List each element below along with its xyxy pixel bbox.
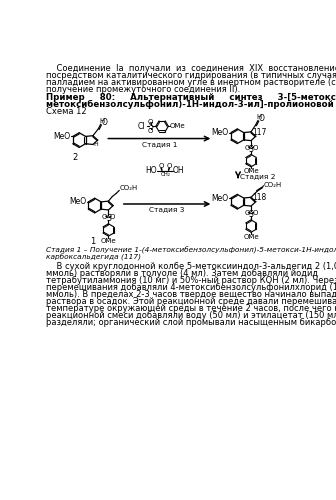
Text: O: O	[148, 128, 153, 134]
Text: 117: 117	[252, 128, 266, 137]
Text: палладием на активированном угле в инертном растворителе (см. выше: палладием на активированном угле в инерт…	[46, 78, 336, 86]
Text: MeO: MeO	[211, 128, 228, 137]
Text: метоксибензолсульфонил)-1Н-индол-3-ил]-пролионовой кислоты 1: метоксибензолсульфонил)-1Н-индол-3-ил]-п…	[46, 100, 336, 109]
Text: разделяли; органический слой промывали насыщенным бикарбонатом (3 × 75: разделяли; органический слой промывали н…	[46, 318, 336, 326]
Text: MeO: MeO	[69, 198, 86, 206]
Text: 2: 2	[73, 153, 78, 162]
Text: В сухой круглодонной колбе 5-метоксииндол-3-альдегид 2 (1,0 г, 5,7: В сухой круглодонной колбе 5-метоксииндо…	[46, 262, 336, 271]
Text: S: S	[249, 144, 253, 154]
Text: 1: 1	[90, 237, 95, 246]
Text: Пример     80:     Альтернативный     синтез     3-[5-метокси-1-(4-: Пример 80: Альтернативный синтез 3-[5-ме…	[46, 93, 336, 102]
Text: O: O	[148, 118, 153, 124]
Text: карбоксальдегида (117): карбоксальдегида (117)	[46, 254, 141, 261]
Text: раствора в осадок. Этой реакционной среде давали перемешиваться при: раствора в осадок. Этой реакционной сред…	[46, 297, 336, 306]
Text: S: S	[249, 210, 253, 219]
Text: MeO: MeO	[53, 132, 71, 141]
Text: HO: HO	[145, 166, 157, 175]
Text: OH: OH	[173, 166, 184, 175]
Text: H: H	[256, 114, 262, 120]
Text: OMe: OMe	[170, 123, 185, 129]
Text: Стадия 1: Стадия 1	[141, 141, 177, 147]
Text: CO₂H: CO₂H	[120, 185, 138, 191]
Text: Cl: Cl	[137, 122, 145, 130]
Text: O: O	[259, 114, 265, 124]
Text: получение промежуточного соединения II).: получение промежуточного соединения II).	[46, 84, 240, 94]
Text: OMe: OMe	[243, 234, 259, 240]
Text: тетрабутиламмония (10 мг) и 50%-ный раствор КОН (2 мл). Через около 5 минут: тетрабутиламмония (10 мг) и 50%-ный раст…	[46, 276, 336, 285]
Text: перемешивания добавляли 4-метоксибензолсульфонилхлорид (1,7 грамм, 8,2: перемешивания добавляли 4-метоксибензолс…	[46, 283, 336, 292]
Text: O: O	[102, 214, 107, 220]
Text: O: O	[110, 214, 115, 220]
Text: ммоль) растворяли в толуоле (4 мл). Затем добавляли йодид: ммоль) растворяли в толуоле (4 мл). Зате…	[46, 269, 318, 278]
Text: O: O	[245, 144, 250, 150]
Text: посредством каталитического гидрирования (в типичных случаях, с 10%-ным: посредством каталитического гидрирования…	[46, 71, 336, 80]
Text: S: S	[148, 122, 153, 130]
Text: S: S	[106, 214, 111, 223]
Text: H: H	[99, 118, 104, 124]
Text: O: O	[101, 118, 107, 127]
Text: MeO: MeO	[211, 194, 228, 202]
Text: Схема 12: Схема 12	[46, 107, 86, 116]
Text: Стадия 3: Стадия 3	[150, 206, 185, 212]
Text: Стадия 1 – Получение 1-(4-метоксибензолсульфонил)-5-метокси-1Н-индол-3-: Стадия 1 – Получение 1-(4-метоксибензолс…	[46, 246, 336, 254]
Text: O: O	[245, 210, 250, 216]
Text: Соединение  Ia  получали  из  соединения  XIX  восстановлением: Соединение Ia получали из соединения XIX…	[46, 64, 336, 73]
Text: O: O	[159, 164, 164, 170]
Text: OMe: OMe	[100, 238, 116, 244]
Text: H: H	[94, 142, 98, 147]
Text: OMe: OMe	[243, 168, 259, 174]
Text: 118: 118	[252, 194, 266, 202]
Text: CH₂: CH₂	[161, 172, 171, 177]
Text: O: O	[252, 144, 258, 150]
Text: O: O	[252, 210, 258, 216]
Text: реакционной смеси добавляли воду (50 мл) и этилацетат (150 мл). Слои: реакционной смеси добавляли воду (50 мл)…	[46, 310, 336, 320]
Text: CO₂H: CO₂H	[263, 182, 282, 188]
Text: Стадия 2: Стадия 2	[240, 174, 276, 180]
Text: температуре окружающей среды в течение 2 часов, после чего к этой: температуре окружающей среды в течение 2…	[46, 304, 336, 312]
Text: O: O	[166, 164, 172, 170]
Text: ммоль). В пределах 2-3 часов твердое вещество начинало выпадать из: ммоль). В пределах 2-3 часов твердое вещ…	[46, 290, 336, 299]
